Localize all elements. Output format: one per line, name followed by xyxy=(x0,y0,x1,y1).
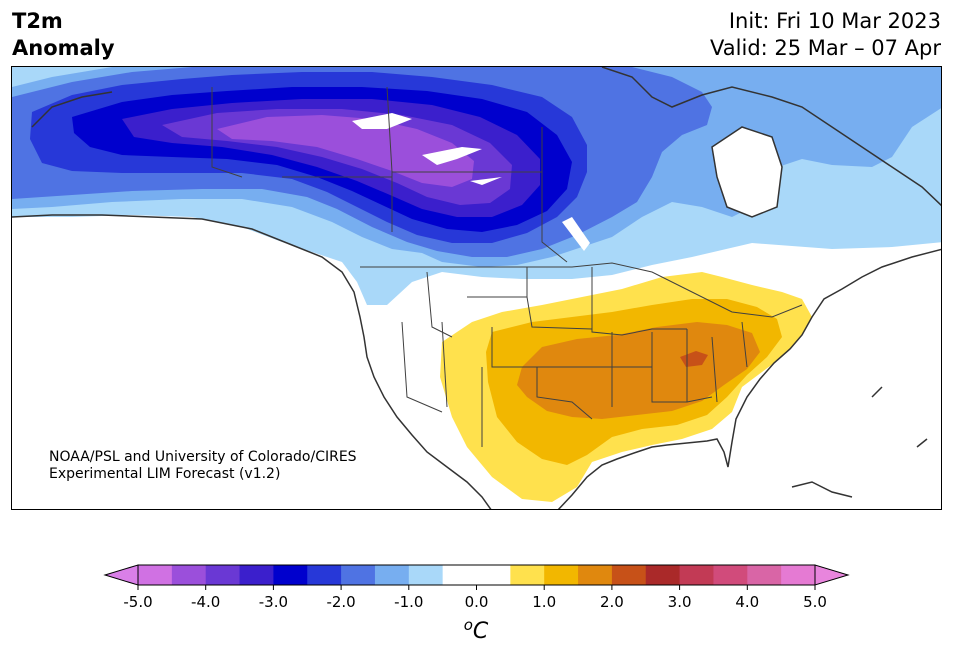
colorbar-bin xyxy=(171,565,207,585)
colorbar-tick-label: -5.0 xyxy=(123,593,152,611)
anomaly-map xyxy=(11,66,942,510)
colorbar-ticks: -5.0 -4.0 -3.0 -2.0 -1.0 0.0 1.0 2.0 3.0 4.0 5.0 xyxy=(123,585,827,611)
great-bear-lake xyxy=(352,113,412,129)
colorbar-tick-label: -4.0 xyxy=(191,593,220,611)
title-variable-anomaly: Anomaly xyxy=(12,36,115,60)
coastlines xyxy=(12,67,941,509)
anomaly-contour-minus-4-0 xyxy=(217,115,474,187)
title-variable: T2m xyxy=(12,9,63,33)
colorbar-tick-label: 3.0 xyxy=(668,593,692,611)
colorbar-bin xyxy=(747,565,782,585)
colorbar-tick-label: 0.0 xyxy=(465,593,489,611)
colorbar-bin xyxy=(205,565,241,585)
colorbar-tick-label: 4.0 xyxy=(735,593,759,611)
forecast-credit: NOAA/PSL and University of Colorado/CIRE… xyxy=(49,449,357,483)
hudson-bay xyxy=(712,127,782,217)
colorbar-bin xyxy=(273,565,308,585)
colorbar-bin xyxy=(781,565,816,585)
colorbar-bin xyxy=(307,565,342,585)
credit-line-1: NOAA/PSL and University of Colorado/CIRE… xyxy=(49,449,357,465)
init-date: Init: Fri 10 Mar 2023 xyxy=(728,9,941,33)
colorbar-bin xyxy=(713,565,748,585)
lake-athabasca xyxy=(470,177,502,185)
colorbar-bin xyxy=(645,565,681,585)
colorbar-tick-label: -1.0 xyxy=(394,593,423,611)
colorbar-under-arrow xyxy=(103,564,139,586)
colorbar-bin xyxy=(138,565,173,585)
colorbar-bin xyxy=(544,565,579,585)
colorbar-bin xyxy=(679,565,714,585)
colorbar-over-arrow xyxy=(814,564,850,586)
lake-winnipeg xyxy=(562,217,590,251)
valid-date-range: Valid: 25 Mar – 07 Apr xyxy=(710,36,941,60)
unit-letter: C xyxy=(473,619,489,644)
colorbar-bin xyxy=(510,565,545,585)
forecast-dates: Init: Fri 10 Mar 2023 Valid: 25 Mar – 07… xyxy=(710,8,941,62)
great-slave-lake xyxy=(422,147,482,165)
colorbar-bin xyxy=(611,565,647,585)
colorbar-bin xyxy=(374,565,410,585)
colorbar-bin xyxy=(476,565,511,585)
political-borders xyxy=(211,86,803,447)
colorbar-bin xyxy=(341,565,376,585)
anomaly-contour-plus-1-5 xyxy=(517,322,760,419)
colorbar-bin xyxy=(408,565,444,585)
colorbar: -5.0 -4.0 -3.0 -2.0 -1.0 0.0 1.0 2.0 3.0 4.0 5.0 o… xyxy=(103,564,850,644)
credit-line-2: Experimental LIM Forecast (v1.2) xyxy=(49,466,281,482)
colorbar-bin xyxy=(442,565,477,585)
colorbar-bin xyxy=(239,565,274,585)
colorbar-unit: oC xyxy=(464,616,489,644)
colorbar-tick-label: -3.0 xyxy=(259,593,288,611)
colorbar-bin xyxy=(578,565,613,585)
map-canvas xyxy=(12,67,941,509)
unit-superscript: o xyxy=(464,616,473,634)
colorbar-tick-label: 1.0 xyxy=(532,593,556,611)
map-title: T2m Anomaly xyxy=(12,8,115,62)
colorbar-tick-label: 2.0 xyxy=(600,593,624,611)
colorbar-bins xyxy=(138,565,816,585)
colorbar-tick-label: 5.0 xyxy=(803,593,827,611)
colorbar-tick-label: -2.0 xyxy=(326,593,355,611)
